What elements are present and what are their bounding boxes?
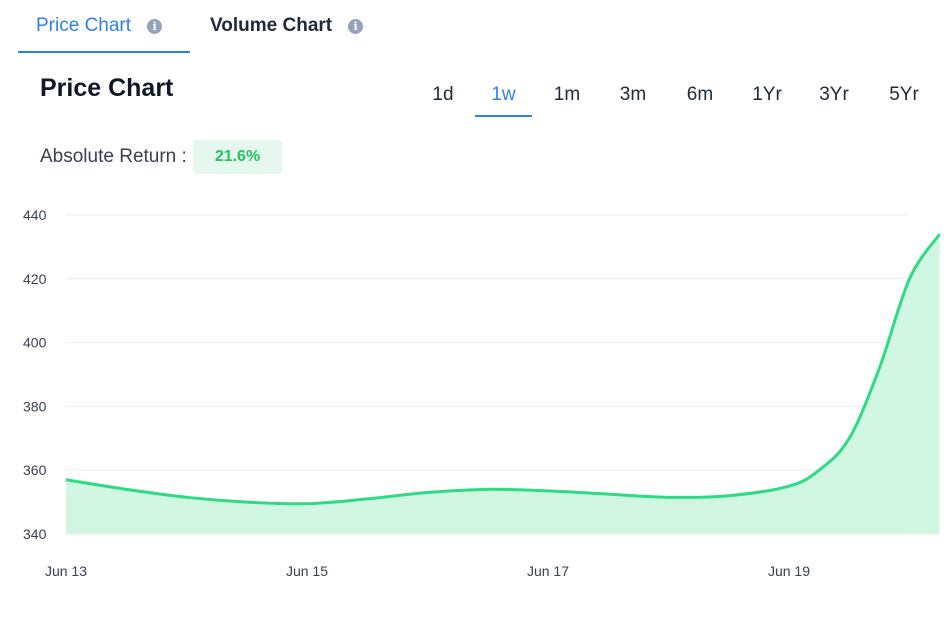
y-tick-label: 440 xyxy=(23,207,47,223)
y-tick-label: 360 xyxy=(23,462,47,478)
x-tick-label: Jun 19 xyxy=(768,563,810,579)
page-title: Price Chart xyxy=(40,74,174,102)
chart-tabs: Price Chart i Volume Chart i xyxy=(0,0,951,54)
period-3m[interactable]: 3m xyxy=(619,84,647,105)
x-tick-label: Jun 17 xyxy=(527,563,569,579)
tab-volume-chart-label: Volume Chart xyxy=(210,15,333,36)
price-line xyxy=(65,233,941,506)
absolute-return-badge: 21.6% xyxy=(192,140,283,174)
period-3yr[interactable]: 3Yr xyxy=(819,84,849,105)
y-tick-label: 380 xyxy=(23,398,47,414)
tab-volume-chart[interactable]: Volume Chart i xyxy=(210,0,364,52)
x-tick-label: Jun 13 xyxy=(45,563,87,579)
period-1w[interactable]: 1w xyxy=(475,74,532,117)
period-selector: 1d 1w 1m 3m 6m 1Yr 3Yr 5Yr xyxy=(0,74,951,120)
info-icon[interactable]: i xyxy=(348,18,364,34)
x-tick-label: Jun 15 xyxy=(286,563,328,579)
absolute-return-label: Absolute Return : xyxy=(40,146,187,167)
info-icon[interactable]: i xyxy=(147,18,163,34)
tab-price-chart[interactable]: Price Chart i xyxy=(18,0,190,53)
absolute-return: Absolute Return : 21.6% xyxy=(40,140,283,174)
period-1m[interactable]: 1m xyxy=(553,84,581,105)
y-tick-label: 400 xyxy=(23,335,47,351)
period-5yr[interactable]: 5Yr xyxy=(889,84,919,105)
y-tick-label: 340 xyxy=(23,526,47,542)
period-1d[interactable]: 1d xyxy=(432,84,454,105)
period-1yr[interactable]: 1Yr xyxy=(752,84,782,105)
price-area xyxy=(66,234,940,534)
period-6m[interactable]: 6m xyxy=(686,84,714,105)
y-tick-label: 420 xyxy=(23,271,47,287)
tab-price-chart-label: Price Chart xyxy=(36,15,132,36)
